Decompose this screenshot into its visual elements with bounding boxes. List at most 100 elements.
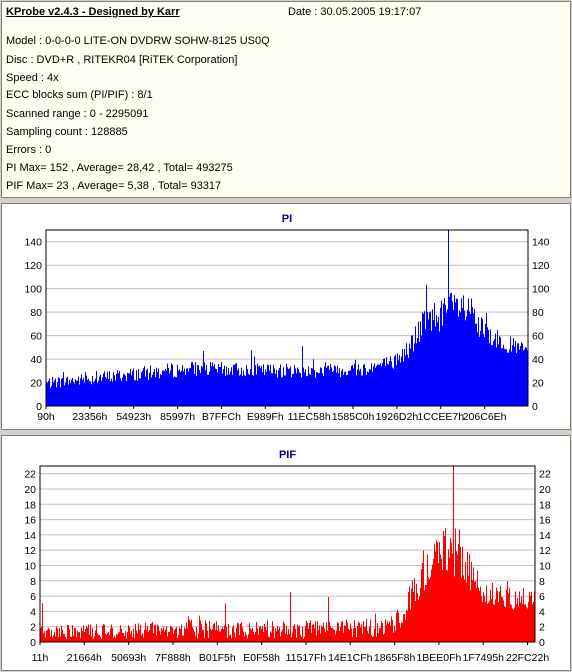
pif-bar: [519, 591, 520, 642]
pif-bar: [49, 629, 50, 642]
pif-bar: [378, 632, 379, 642]
pif-bar: [336, 630, 337, 642]
pif-bar: [241, 622, 242, 642]
pif-bar: [205, 620, 206, 642]
pi-bar: [228, 368, 229, 406]
pif-bar: [191, 619, 192, 642]
pif-bar: [291, 637, 292, 642]
pi-bar: [194, 373, 195, 406]
pi-bar: [95, 378, 96, 406]
pif-bar: [208, 638, 209, 642]
pi-bar: [336, 372, 337, 406]
pi-bar: [522, 343, 523, 406]
pif-bar: [250, 628, 251, 642]
pi-bar: [331, 367, 332, 406]
pif-bar: [342, 620, 343, 642]
pi-bar: [163, 370, 164, 406]
info-errors: Errors : 0: [6, 144, 52, 156]
pif-bar: [170, 625, 171, 642]
pif-bar: [355, 627, 356, 642]
pif-bar: [109, 635, 110, 642]
pif-bar: [509, 587, 510, 642]
pi-bar: [297, 367, 298, 406]
pi-bar: [473, 313, 474, 406]
pif-bar: [228, 623, 229, 642]
pi-bar: [409, 343, 410, 406]
pif-bar: [282, 629, 283, 642]
pi-bar: [284, 375, 285, 406]
pif-bar: [526, 607, 527, 642]
pif-bar: [54, 631, 55, 642]
pi-bar: [147, 368, 148, 406]
pif-bar: [230, 634, 231, 642]
pif-bar: [135, 623, 136, 642]
pif-bar: [139, 629, 140, 642]
pi-bar: [254, 356, 255, 406]
pif-x-tick-label: 11517Fh: [286, 652, 327, 664]
pif-bar: [470, 590, 471, 642]
pif-bar: [257, 628, 258, 642]
pif-bar: [53, 635, 54, 642]
pif-y-tick-right: 14: [539, 530, 551, 542]
pi-bar: [515, 341, 516, 406]
pi-bar: [300, 372, 301, 406]
pif-bar: [501, 596, 502, 642]
pif-bar: [421, 569, 422, 642]
pif-bar: [229, 635, 230, 642]
pif-bar: [119, 632, 120, 642]
pi-bar: [487, 327, 488, 406]
pi-bar: [289, 368, 290, 406]
pi-bar: [456, 298, 457, 406]
pif-bar: [490, 589, 491, 642]
pi-bar: [164, 371, 165, 406]
pi-bar: [423, 313, 424, 406]
pif-bar: [497, 591, 498, 642]
pi-bar: [106, 378, 107, 406]
pi-bar: [129, 373, 130, 406]
pi-bar: [175, 377, 176, 406]
pif-bar: [147, 625, 148, 642]
pif-bar: [101, 639, 102, 642]
pi-bar: [139, 378, 140, 406]
pi-bar: [474, 308, 475, 406]
pif-bar: [188, 616, 189, 642]
pif-bar: [456, 551, 457, 642]
pif-bar: [359, 622, 360, 642]
pif-bar: [206, 623, 207, 642]
pi-bar: [242, 376, 243, 406]
pif-bar: [66, 639, 67, 642]
pif-bar: [269, 637, 270, 642]
pi-bar: [373, 366, 374, 406]
pi-bar: [393, 368, 394, 406]
pif-bar: [452, 553, 453, 642]
pif-bar: [44, 631, 45, 642]
pi-bar: [158, 368, 159, 406]
pi-bar: [193, 364, 194, 406]
pif-bar: [183, 635, 184, 642]
pif-bar: [445, 528, 446, 642]
pif-bar: [259, 626, 260, 642]
pif-bar: [524, 604, 525, 642]
pi-bar: [476, 323, 477, 406]
pi-bar: [258, 366, 259, 406]
pi-bar: [137, 380, 138, 406]
pif-bar: [486, 585, 487, 642]
pi-bar: [135, 380, 136, 406]
pi-bar: [115, 380, 116, 406]
pif-bar: [146, 630, 147, 642]
pi-bar: [248, 373, 249, 406]
pif-chart-panel: PIF 0 0 2 2 4 4 6 6 8 8 10 10 12 12 14 14 16 16 18 18 20 20 22 2…: [1, 435, 571, 671]
pif-bar: [199, 615, 200, 642]
pif-bar: [418, 599, 419, 642]
pif-bar: [428, 577, 429, 642]
pif-bar: [295, 628, 296, 642]
pif-bar: [375, 613, 376, 642]
pif-bar: [213, 624, 214, 642]
pi-bar: [414, 343, 415, 406]
pif-bar: [399, 622, 400, 642]
pif-bar: [125, 631, 126, 642]
pif-bar: [308, 628, 309, 642]
pi-bar: [216, 369, 217, 406]
pi-bar: [348, 370, 349, 406]
pi-bar: [281, 377, 282, 406]
